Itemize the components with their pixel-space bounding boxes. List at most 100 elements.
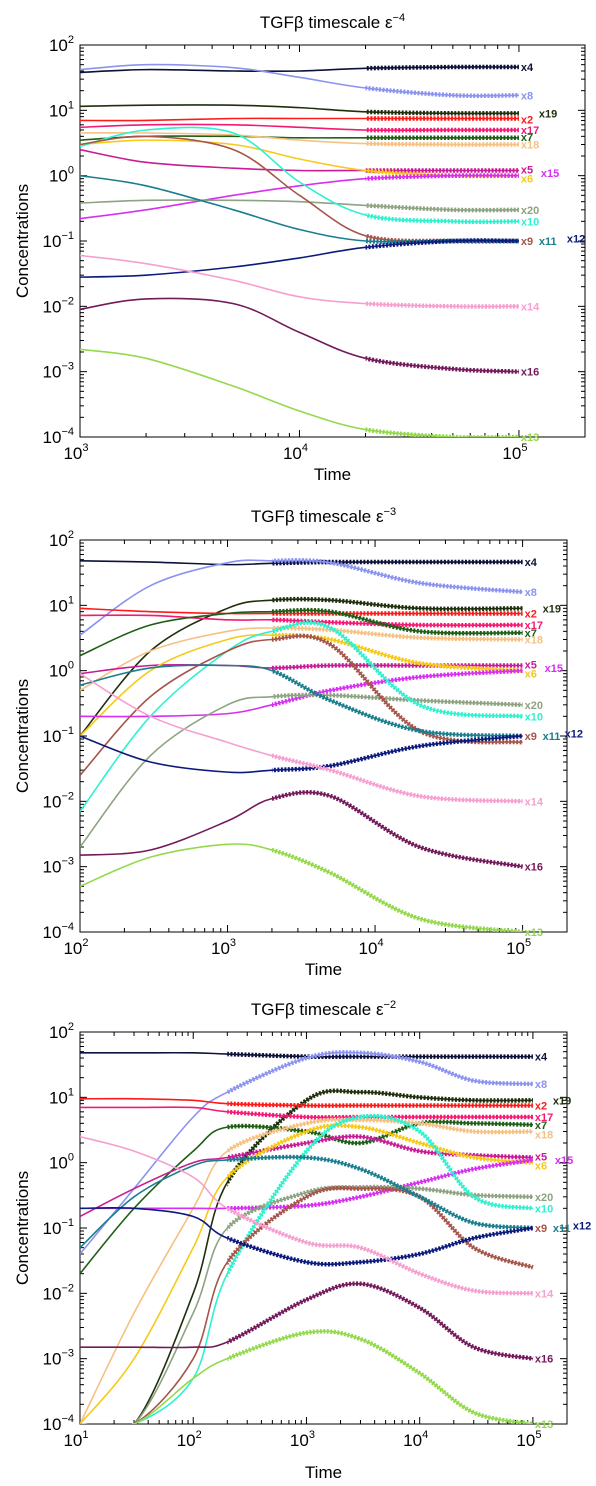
series-line-x7 — [80, 1121, 533, 1275]
series-markers-x9 — [227, 1185, 534, 1270]
series-markers-x7 — [365, 135, 519, 141]
y-tick-label: 101 — [49, 594, 74, 615]
end-label-x2: x2 — [521, 115, 533, 127]
series-line-x14 — [80, 254, 519, 308]
series-line-x14 — [80, 1135, 533, 1295]
series-markers-x16 — [365, 356, 520, 374]
x-axis-label: Time — [314, 465, 351, 484]
x-tick-label: 103 — [290, 1429, 315, 1450]
x-tick-label: 104 — [283, 442, 308, 463]
x-tick-label: 101 — [63, 1429, 88, 1450]
series-line-x18 — [80, 1118, 533, 1424]
series-line-x9 — [80, 635, 523, 776]
end-label-x6: x6 — [521, 174, 533, 186]
end-label-x12: x12 — [567, 233, 585, 245]
chart-panel-3: TGFβ timescale ε−2 102 101 100 10−1 10−2 10−3 1… — [13, 999, 591, 1482]
series-markers-x15 — [227, 1157, 534, 1211]
series-markers-x11 — [271, 668, 523, 739]
x-tick-label: 103 — [211, 937, 236, 958]
series-markers-x16 — [227, 1281, 534, 1361]
series-line-x12 — [80, 1206, 534, 1266]
series-markers-x11 — [227, 1154, 534, 1231]
end-label-x18: x18 — [525, 634, 543, 646]
y-tick-label: 101 — [49, 1086, 74, 1107]
y-tick-label: 10−1 — [43, 725, 74, 746]
series-markers-x8 — [365, 85, 519, 99]
series-markers-x19 — [271, 596, 523, 612]
series-markers-x19 — [365, 109, 519, 116]
chart-panel-2: TGFβ timescale ε−3 102 101 100 10−1 10−2 10−3 1… — [13, 506, 583, 979]
series-markers-x17 — [227, 1109, 533, 1120]
end-label-x12: x12 — [565, 728, 583, 740]
series-markers-x13 — [271, 847, 523, 932]
series-markers-x18 — [365, 141, 519, 147]
series-markers-x5 — [365, 168, 519, 173]
x-tick-label: 104 — [403, 1429, 428, 1450]
end-label-x13: x13 — [525, 927, 543, 939]
series-markers-x17 — [271, 617, 523, 628]
series-markers-x15 — [365, 173, 519, 181]
series-markers-x20 — [271, 692, 523, 708]
series-line-x20 — [80, 1186, 533, 1424]
series-markers-x15 — [271, 668, 523, 708]
end-label-x6: x6 — [525, 669, 537, 681]
series-line-x10 — [80, 1115, 534, 1424]
series-line-x9 — [80, 135, 519, 243]
x-tick-label: 105 — [506, 937, 531, 958]
y-tick-label: 10−2 — [43, 790, 74, 811]
series-line-x12 — [80, 239, 519, 278]
end-label-x11: x11 — [553, 1223, 571, 1235]
series-markers-x7 — [227, 1119, 533, 1146]
y-tick-label: 100 — [49, 660, 74, 681]
end-label-x20: x20 — [525, 700, 543, 712]
end-label-x9: x9 — [525, 731, 537, 743]
end-label-x14: x14 — [521, 301, 540, 313]
x-tick-label: 105 — [516, 1429, 541, 1450]
end-label-x14: x14 — [525, 796, 544, 808]
end-label-x13: x13 — [535, 1419, 553, 1431]
y-tick-label: 10−3 — [43, 1348, 74, 1369]
end-label-x4: x4 — [525, 557, 538, 569]
series-markers-x2 — [365, 116, 519, 121]
end-label-x10: x10 — [525, 711, 543, 723]
series-line-x12 — [80, 735, 523, 774]
series-markers-x10 — [227, 1113, 534, 1280]
y-tick-label: 102 — [49, 34, 74, 55]
series-markers-x14 — [227, 1205, 534, 1296]
end-label-x10: x10 — [521, 216, 539, 228]
series-markers-x8 — [227, 1050, 534, 1095]
end-label-x20: x20 — [521, 205, 539, 217]
end-label-x7: x7 — [521, 132, 533, 144]
end-label-x6: x6 — [535, 1161, 547, 1173]
y-tick-label: 10−1 — [43, 230, 74, 251]
y-tick-label: 10−4 — [43, 426, 74, 447]
end-label-x5: x5 — [521, 164, 533, 176]
x-axis-label: Time — [305, 1463, 342, 1482]
series-markers-x18 — [271, 625, 523, 642]
end-label-x9: x9 — [521, 236, 533, 248]
series-line-x15 — [80, 1159, 534, 1210]
series-line-x15 — [80, 669, 523, 718]
end-label-x15: x15 — [545, 663, 563, 675]
chart-panel-1: TGFβ timescale ε−4 102 101 100 10−1 10−2 10−3 1… — [13, 12, 586, 484]
series-markers-x4 — [271, 559, 523, 566]
y-tick-label: 10−2 — [43, 1282, 74, 1303]
series-line-x2 — [80, 117, 519, 122]
end-label-x16: x16 — [535, 1354, 553, 1366]
series-line-x2 — [80, 1097, 533, 1107]
series-markers-x7 — [271, 607, 523, 636]
series-markers-x9 — [271, 633, 523, 745]
series-line-x4 — [80, 1051, 533, 1058]
series-markers-x18 — [227, 1117, 533, 1155]
series-group — [80, 558, 524, 932]
series-markers-x6 — [271, 632, 523, 673]
end-label-x8: x8 — [525, 587, 537, 599]
series-line-x4 — [80, 66, 519, 74]
y-axis-label: Concentrations — [13, 1171, 32, 1285]
series-markers-x17 — [365, 127, 519, 133]
y-tick-label: 100 — [49, 1152, 74, 1173]
y-tick-label: 10−2 — [43, 295, 74, 316]
series-line-x19 — [80, 104, 519, 115]
series-line-x18 — [80, 132, 519, 146]
series-markers-x5 — [227, 1134, 534, 1160]
